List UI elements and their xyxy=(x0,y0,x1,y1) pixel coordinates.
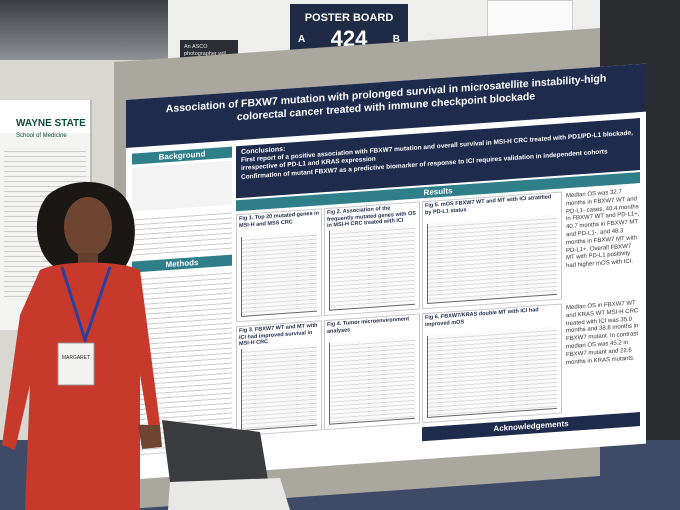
figure-caption: Fig 6. FBXW7/KRAS double MT with ICI had… xyxy=(425,307,539,328)
person: MARGARET xyxy=(2,181,162,510)
side-poster-school: WAYNE STATE xyxy=(0,100,90,133)
results-text: Median OS in FBXW7 WT and KRAS WT MSI-H … xyxy=(566,300,639,366)
side-b: B xyxy=(392,33,400,45)
badge xyxy=(57,342,95,386)
figure-caption: Fig 1. Top 20 mutated genes in MSI-H and… xyxy=(239,210,319,229)
lanyard xyxy=(60,266,112,345)
figure: Fig 1. Top 20 mutated genes in MSI-H and… xyxy=(236,208,322,323)
figure-plot xyxy=(427,214,557,304)
chair-back xyxy=(162,420,268,482)
badge-name: MARGARET xyxy=(62,355,90,361)
side-poster-subtitle: School of Medicine xyxy=(16,133,67,139)
figure: Fig 5. mOS FBXW7 WT and MT with ICI stra… xyxy=(422,191,562,310)
results-text: Median OS was 32.7 months in FBXW7 WT an… xyxy=(566,189,640,270)
face xyxy=(64,197,112,257)
chair-seat xyxy=(168,478,290,510)
figure-plot xyxy=(329,336,415,425)
figure-caption: Fig 4. Tumor microenvironment analyses xyxy=(327,316,410,335)
figure: Fig 6. FBXW7/KRAS double MT with ICI had… xyxy=(422,303,562,424)
figure: Fig 4. Tumor microenvironment analyses xyxy=(324,313,420,431)
figure-plot xyxy=(427,326,557,418)
chair xyxy=(162,420,290,510)
figure-plot xyxy=(241,231,317,317)
dress xyxy=(2,262,160,510)
figure: Fig 2. Association of the frequently mut… xyxy=(324,201,420,317)
sign-label: POSTER BOARD xyxy=(304,12,394,24)
side-a: A xyxy=(298,33,306,45)
figure-plot xyxy=(329,224,415,311)
hand xyxy=(138,425,162,449)
